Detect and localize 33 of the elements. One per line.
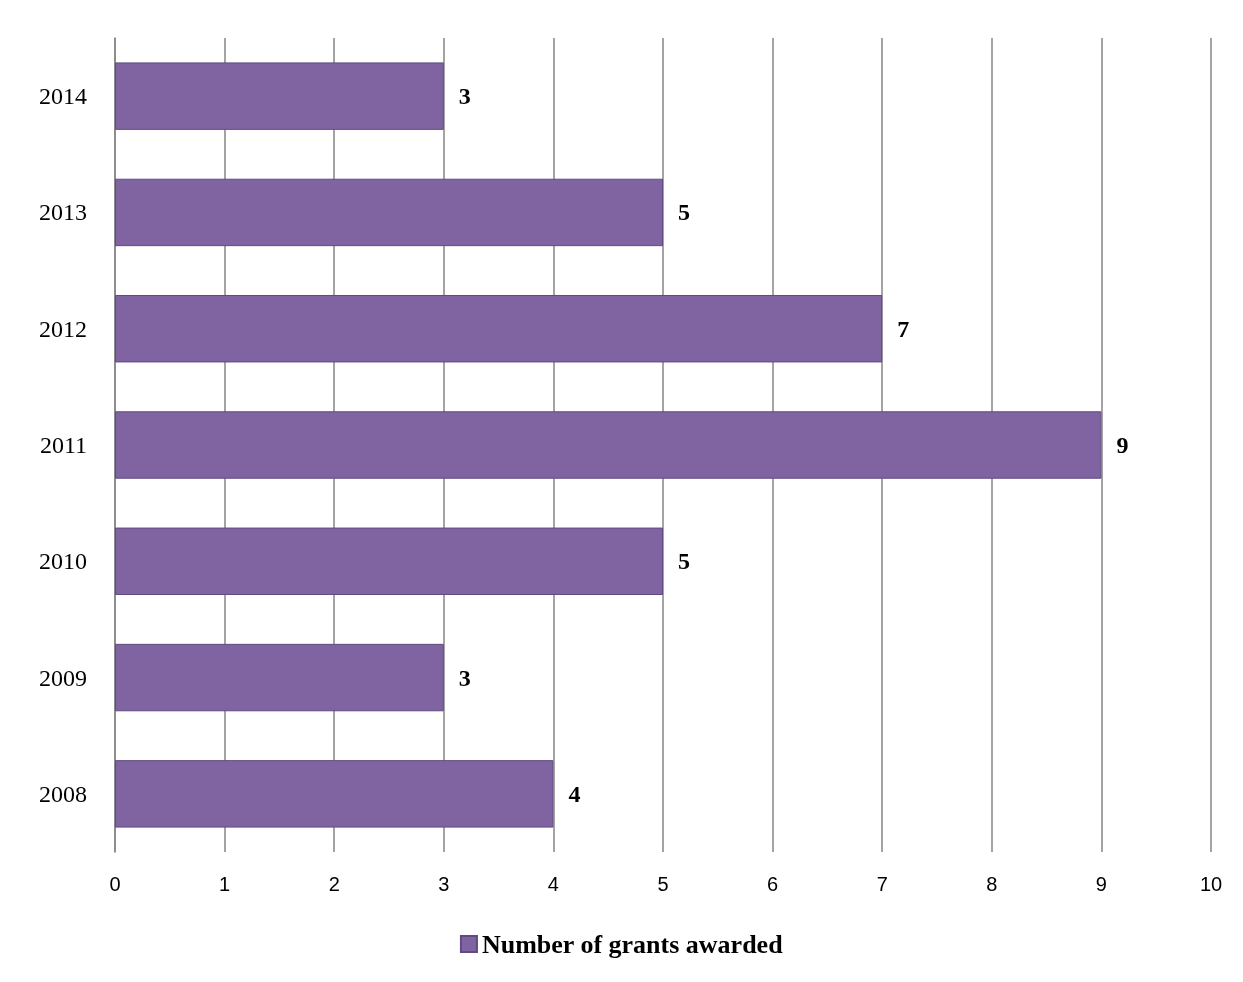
x-tick-label: 5 <box>657 873 669 895</box>
data-label: 3 <box>458 664 471 691</box>
y-tick-label: 2013 <box>39 199 87 226</box>
x-tick-label: 8 <box>986 873 998 895</box>
bar <box>115 411 1102 479</box>
bar <box>115 760 554 828</box>
data-label: 7 <box>897 315 910 342</box>
x-tick-label: 9 <box>1095 873 1107 895</box>
x-tick-label: 7 <box>876 873 888 895</box>
x-tick-label: 3 <box>438 873 450 895</box>
y-tick-label: 2010 <box>39 548 87 575</box>
x-tick-label: 6 <box>767 873 779 895</box>
y-tick-label: 2009 <box>39 664 87 691</box>
x-tick-label: 0 <box>109 873 121 895</box>
bar <box>115 62 444 130</box>
y-tick-label: 2014 <box>39 83 87 110</box>
data-label: 5 <box>678 199 690 226</box>
x-tick-label: 2 <box>328 873 340 895</box>
bar <box>115 178 663 247</box>
bar <box>115 527 663 596</box>
y-tick-label: 2008 <box>39 780 87 807</box>
y-tick-label: 2011 <box>39 432 87 458</box>
x-tick-label: 10 <box>1199 873 1223 895</box>
data-label: 3 <box>458 83 471 110</box>
bar <box>115 294 883 363</box>
bar <box>115 643 444 712</box>
data-label: 5 <box>678 548 690 575</box>
y-tick-label: 2012 <box>39 315 87 342</box>
data-label: 9 <box>1116 432 1129 458</box>
legend-label: Number of grants awarded <box>481 929 784 959</box>
data-label: 4 <box>568 780 581 807</box>
x-tick-label: 4 <box>547 873 559 895</box>
x-tick-label: 1 <box>219 873 231 895</box>
